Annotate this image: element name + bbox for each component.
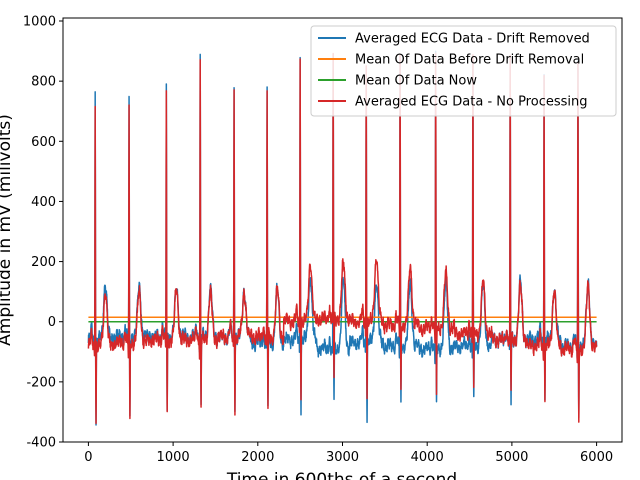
x-tick-label: 1000	[157, 450, 190, 465]
y-tick-label: 600	[31, 135, 56, 150]
legend-entry: Averaged ECG Data - No Processing	[355, 95, 588, 110]
legend-box	[310, 25, 617, 117]
y-tick-label: -400	[26, 436, 56, 451]
x-tick-label: 6000	[580, 450, 613, 465]
y-tick-label: 1000	[23, 15, 56, 30]
y-tick-label: 200	[31, 255, 56, 270]
x-axis: 0 1000 2000 3000 4000 5000 6000	[84, 442, 613, 465]
legend-entry: Averaged ECG Data - Drift Removed	[355, 32, 590, 47]
x-tick-label: 2000	[241, 450, 274, 465]
y-tick-label: -200	[26, 375, 56, 390]
x-tick-label: 3000	[326, 450, 359, 465]
series-layer	[87, 50, 598, 426]
legend-entry: Mean Of Data Now	[355, 74, 477, 89]
x-tick-label: 4000	[411, 450, 444, 465]
y-tick-label: 0	[48, 315, 56, 330]
y-tick-label: 800	[31, 75, 56, 90]
x-tick-label: 5000	[495, 450, 528, 465]
x-axis-label: Time in 600ths of a second	[226, 470, 457, 480]
legend-entry: Mean Of Data Before Drift Removal	[355, 53, 584, 68]
y-axis: -400 -200 0 200 400 600 800 1000	[23, 15, 63, 451]
series-line-3	[87, 52, 598, 425]
y-axis-label: Amplitude in mV (milivolts)	[0, 114, 15, 346]
x-tick-label: 0	[84, 450, 92, 465]
y-tick-label: 400	[31, 195, 56, 210]
legend: Averaged ECG Data - Drift Removed Mean Of…	[310, 25, 617, 117]
